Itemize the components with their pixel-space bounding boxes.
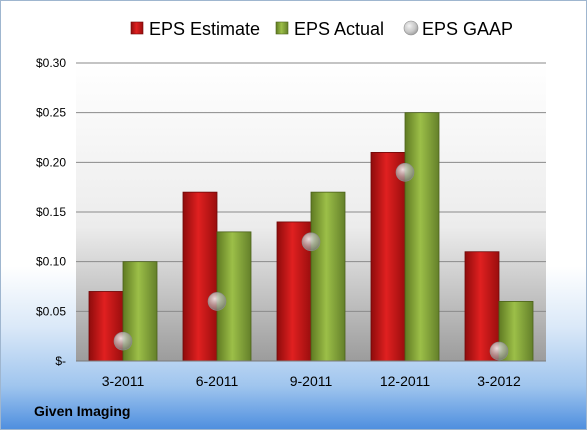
y-axis: $- $0.05 $0.10 $0.15 $0.20 $0.25 $0.30 <box>36 56 66 368</box>
x-tick-label: 9-2011 <box>290 373 333 389</box>
x-tick-label: 3-2011 <box>102 373 145 389</box>
legend-swatch-eps-estimate <box>130 21 144 35</box>
bar-eps-actual-9-2011 <box>310 191 346 362</box>
chart-legend: EPS Estimate EPS Actual EPS GAAP <box>130 19 513 39</box>
legend-label-eps-gaap: EPS GAAP <box>422 19 513 39</box>
y-tick-label: $- <box>55 354 66 368</box>
y-tick-label: $0.15 <box>36 205 66 219</box>
bar-eps-estimate-6-2011 <box>182 191 218 362</box>
legend-swatch-eps-actual <box>275 21 289 35</box>
marker-eps-gaap-9-2011 <box>301 232 321 252</box>
gaap-markers <box>113 162 509 361</box>
x-tick-label: 12-2011 <box>380 373 431 389</box>
marker-eps-gaap-12-2011 <box>395 162 415 182</box>
bar-eps-estimate-3-2012 <box>464 251 500 362</box>
bar-eps-estimate-12-2011 <box>370 151 406 362</box>
bar-eps-estimate-3-2011 <box>88 291 124 362</box>
legend-swatch-eps-gaap <box>403 20 419 36</box>
y-tick-label: $0.25 <box>36 106 66 120</box>
x-axis: 3-2011 6-2011 9-2011 12-2011 3-2012 <box>76 360 546 389</box>
y-tick-label: $0.05 <box>36 304 66 318</box>
legend-label-eps-estimate: EPS Estimate <box>149 19 260 39</box>
legend-label-eps-actual: EPS Actual <box>294 19 384 39</box>
x-tick-label: 3-2012 <box>477 373 521 389</box>
bar-eps-actual-12-2011 <box>404 112 440 362</box>
y-tick-label: $0.30 <box>36 56 66 70</box>
marker-eps-gaap-6-2011 <box>207 292 227 311</box>
x-tick-label: 6-2011 <box>196 373 239 389</box>
y-tick-label: $0.20 <box>36 155 66 169</box>
y-tick-label: $0.10 <box>36 255 66 269</box>
company-name: Given Imaging <box>34 403 131 419</box>
marker-eps-gaap-3-2012 <box>489 341 509 361</box>
marker-eps-gaap-3-2011 <box>113 331 133 351</box>
